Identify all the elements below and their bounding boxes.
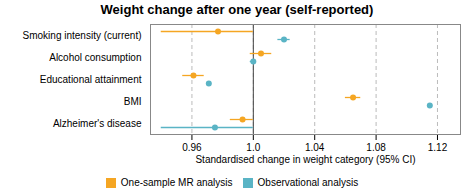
svg-text:1.08: 1.08	[366, 142, 386, 153]
svg-text:1.12: 1.12	[428, 142, 448, 153]
svg-text:Smoking intensity (current): Smoking intensity (current)	[23, 30, 142, 41]
svg-text:1.04: 1.04	[305, 142, 325, 153]
html-text:One-sample MR analysis: One-sample MR analysis	[120, 177, 233, 188]
svg-text:Alcohol consumption: Alcohol consumption	[49, 52, 141, 63]
svg-text:1.0: 1.0	[246, 142, 260, 153]
svg-text:BMI: BMI	[124, 96, 142, 107]
svg-text:Educational attainment: Educational attainment	[40, 74, 142, 85]
html-text:Observational analysis: Observational analysis	[257, 177, 359, 188]
svg-text:0.96: 0.96	[182, 142, 202, 153]
svg-text:Standardised change in weight: Standardised change in weight category (…	[195, 154, 415, 165]
html-text:Weight change after one year (: Weight change after one year (self-repor…	[100, 2, 374, 17]
svg-text:Alzheimer's disease: Alzheimer's disease	[53, 118, 142, 129]
